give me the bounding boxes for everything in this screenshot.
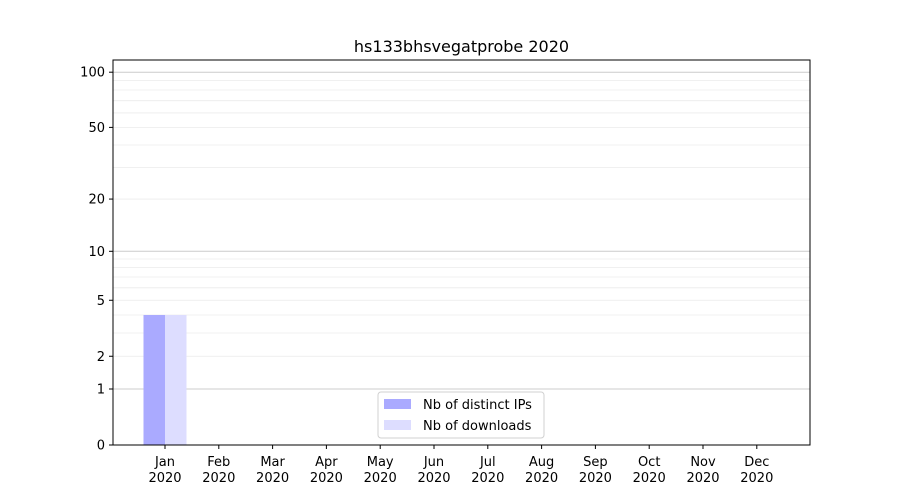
y-tick-label: 0 [97, 439, 105, 454]
gridlines [113, 71, 810, 390]
y-tick-label: 1 [97, 383, 105, 398]
x-tick-label-month: Oct [638, 455, 660, 470]
x-tick-label-year: 2020 [686, 471, 719, 486]
y-tick-label: 10 [88, 245, 105, 260]
chart-title: hs133bhsvegatprobe 2020 [354, 37, 569, 56]
x-tick-label-month: Sep [583, 455, 608, 470]
legend-swatch [384, 399, 411, 409]
x-tick-label-year: 2020 [579, 471, 612, 486]
x-tick-label-month: Dec [744, 455, 769, 470]
legend-label: Nb of downloads [423, 419, 532, 434]
x-tick-label-month: Apr [315, 455, 338, 470]
x-tick-label-year: 2020 [148, 471, 181, 486]
x-tick-label-year: 2020 [740, 471, 773, 486]
x-tick-label-year: 2020 [525, 471, 558, 486]
y-tick-label: 2 [97, 350, 105, 365]
x-tick-label-month: Mar [260, 455, 285, 470]
x-tick-label-year: 2020 [471, 471, 504, 486]
axes: 0125102050100Jan2020Feb2020Mar2020Apr202… [80, 59, 811, 486]
x-tick-label-year: 2020 [633, 471, 666, 486]
x-tick-label-month: May [367, 455, 394, 470]
x-tick-label-year: 2020 [256, 471, 289, 486]
x-tick-label-year: 2020 [364, 471, 397, 486]
plot-frame [112, 59, 811, 446]
x-tick-label-month: Jun [423, 455, 444, 470]
x-tick-label-month: Feb [207, 455, 230, 470]
legend-label: Nb of distinct IPs [423, 398, 532, 413]
legend-box [377, 391, 545, 439]
x-tick-label-month: Jul [479, 455, 496, 470]
x-tick-label-year: 2020 [417, 471, 450, 486]
y-tick-label: 100 [80, 66, 105, 81]
x-tick-label-year: 2020 [202, 471, 235, 486]
x-tick-label-year: 2020 [310, 471, 343, 486]
legend: Nb of distinct IPs Nb of downloads [377, 391, 545, 439]
y-tick-label: 50 [88, 121, 105, 136]
bar-nb-of-distinct-ips-jan [143, 314, 165, 445]
x-tick-label-month: Nov [690, 455, 716, 470]
x-tick-label-month: Jan [154, 455, 175, 470]
bar-nb-of-downloads-jan [165, 314, 187, 445]
y-tick-label: 5 [97, 294, 105, 309]
x-tick-label-month: Aug [529, 455, 554, 470]
bars [143, 314, 187, 445]
legend-swatch [384, 420, 411, 430]
y-tick-label: 20 [88, 193, 105, 208]
